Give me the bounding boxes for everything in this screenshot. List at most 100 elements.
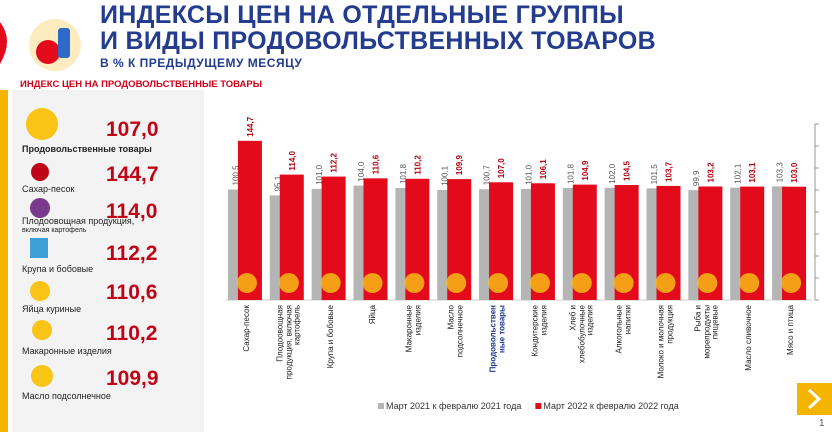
item-note: включая картофель (22, 227, 87, 234)
category-icon (236, 273, 257, 293)
category-icon (697, 273, 718, 293)
legend-label: Март 2021 к февралю 2021 года (386, 401, 521, 411)
value-label: 104,0 (357, 161, 366, 182)
item-icon (32, 320, 52, 340)
value-label: 100,1 (441, 165, 450, 186)
x-tick-label: Алкогольные напитки (614, 305, 632, 354)
item-value: 109,9 (106, 367, 159, 390)
x-tick-label: Масло сливочное (743, 305, 753, 371)
x-tick-label: Сахар-песок (241, 305, 251, 352)
value-label: 104,5 (623, 160, 632, 181)
value-label: 102,1 (734, 163, 743, 184)
item-value: 144,7 (106, 163, 159, 186)
item-label: Сахар-песок (22, 184, 75, 194)
category-icon (529, 273, 550, 293)
item-label: Масло подсолнечное (22, 391, 111, 401)
category-icon (278, 273, 299, 293)
x-tick-label: Кондитерские изделия (530, 305, 548, 357)
value-label: 103,0 (790, 162, 799, 183)
bar (489, 182, 514, 300)
value-label: 104,9 (581, 160, 590, 181)
arrow-button[interactable] (797, 383, 832, 415)
value-label: 99,9 (692, 170, 701, 186)
item-icon (30, 238, 48, 258)
legend-swatch (378, 403, 384, 409)
value-label: 109,9 (455, 155, 464, 176)
value-label: 101,8 (399, 163, 408, 184)
item-value: 114,0 (106, 200, 158, 223)
category-icon (488, 273, 509, 293)
x-tick-label: Продовольствен ные товары (488, 305, 507, 373)
x-tick-label: Рыба и морепродукты пищевые (693, 305, 720, 359)
value-label: 103,1 (748, 162, 757, 183)
value-label: 112,2 (330, 152, 339, 172)
value-label: 101,5 (650, 164, 659, 185)
item-value: 112,2 (106, 242, 158, 265)
x-tick-label: Плодоовощная продукция, включая картофел… (275, 305, 302, 380)
x-tick-label: Яйца (367, 305, 377, 325)
value-label: 101,0 (315, 164, 324, 185)
header-icon (36, 40, 60, 64)
title-line: И ВИДЫ ПРОДОВОЛЬСТВЕННЫХ ТОВАРОВ (100, 27, 657, 55)
header-icon (58, 28, 70, 58)
title-line: ИНДЕКСЫ ЦЕН НА ОТДЕЛЬНЫЕ ГРУППЫ (100, 1, 624, 29)
item-value: 110,6 (106, 281, 158, 304)
value-label: 106,1 (539, 159, 548, 180)
x-tick-label: Крупа и бобовые (325, 305, 335, 369)
legend-swatch (535, 403, 542, 409)
value-label: 100,7 (483, 165, 492, 186)
item-value: 107,0 (106, 118, 159, 141)
arrow-bg[interactable] (797, 383, 832, 415)
left-stripe (0, 90, 8, 432)
x-tick-label: Хлеб и хлебобулочные изделия (568, 305, 595, 364)
item-label: Продовольственные товары (22, 144, 152, 154)
x-tick-label: Масло подсолнечное (446, 305, 465, 358)
value-label: 102,0 (608, 163, 617, 184)
value-label: 101,0 (524, 164, 533, 185)
value-label: 107,0 (497, 158, 506, 179)
category-icon (571, 273, 592, 293)
category-icon (655, 273, 676, 293)
value-label: 95,1 (273, 175, 282, 191)
value-label: 110,6 (372, 154, 381, 174)
category-icon (613, 273, 634, 293)
category-icon (781, 273, 802, 293)
value-label: 110,2 (413, 155, 422, 175)
item-label: Плодоовощная продукция, (22, 216, 135, 226)
item-label: Яйца куриные (22, 304, 82, 314)
x-tick-label: Макаронные изделия (404, 305, 423, 353)
item-label: Макаронные изделия (22, 346, 112, 356)
subtitle: В % К ПРЕДЫДУЩЕМУ МЕСЯЦУ (100, 56, 303, 70)
item-icon (31, 163, 49, 181)
value-label: 103,3 (776, 162, 785, 183)
category-icon (404, 273, 425, 293)
category-icon (739, 273, 760, 293)
value-label: 101,8 (566, 163, 575, 184)
x-tick-label: Молоко и молочная продукция (656, 305, 674, 379)
left-panel-title: ИНДЕКС ЦЕН НА ПРОДОВОЛЬСТВЕННЫЕ ТОВАРЫ (20, 79, 263, 90)
corner-shape (0, 22, 7, 64)
item-value: 110,2 (106, 322, 158, 345)
category-icon (362, 273, 383, 293)
x-tick-label: Мясо и птица (785, 305, 795, 355)
value-label: 100,5 (231, 165, 240, 186)
item-icon (31, 365, 53, 387)
page-number: 1 (819, 418, 825, 429)
item-label: Крупа и бобовые (22, 264, 94, 274)
value-label: 103,7 (665, 161, 674, 182)
title: ИНДЕКСЫ ЦЕН НА ОТДЕЛЬНЫЕ ГРУППЫ И ВИДЫ ПР… (100, 2, 656, 54)
category-icon (446, 273, 467, 293)
legend-label: Март 2022 к февралю 2022 года (543, 401, 678, 411)
value-label: 144,7 (246, 116, 255, 137)
item-icon (30, 281, 50, 301)
value-label: 114,0 (288, 150, 297, 170)
item-icons (26, 108, 58, 387)
category-icon (320, 273, 341, 293)
item-icon (26, 108, 58, 140)
item-icon (30, 198, 50, 218)
value-label: 103,2 (706, 162, 715, 183)
arrow-icon[interactable] (807, 388, 822, 410)
